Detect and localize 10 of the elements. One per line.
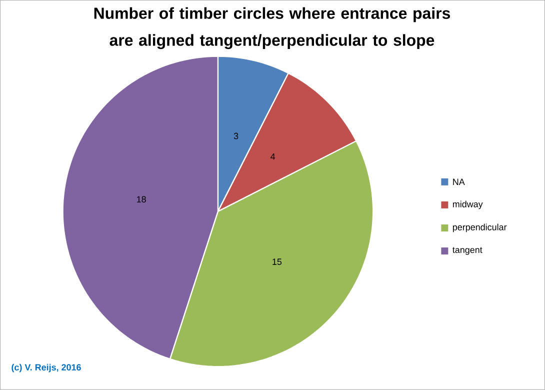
legend-label: perpendicular xyxy=(452,224,507,232)
legend-label: midway xyxy=(452,200,483,210)
data-label: 18 xyxy=(137,196,146,203)
data-label: 15 xyxy=(272,258,282,266)
chart-title: Number of timber circles where entrance pairs are aligned tangent/perpendicular to slope xyxy=(94,7,450,50)
legend-label: tangent xyxy=(452,247,482,255)
data-label: 4 xyxy=(270,154,276,160)
text: (c) V. Reijs, 2016 xyxy=(12,364,81,372)
legend-label: NA xyxy=(453,178,465,186)
data-label: 3 xyxy=(234,132,238,140)
